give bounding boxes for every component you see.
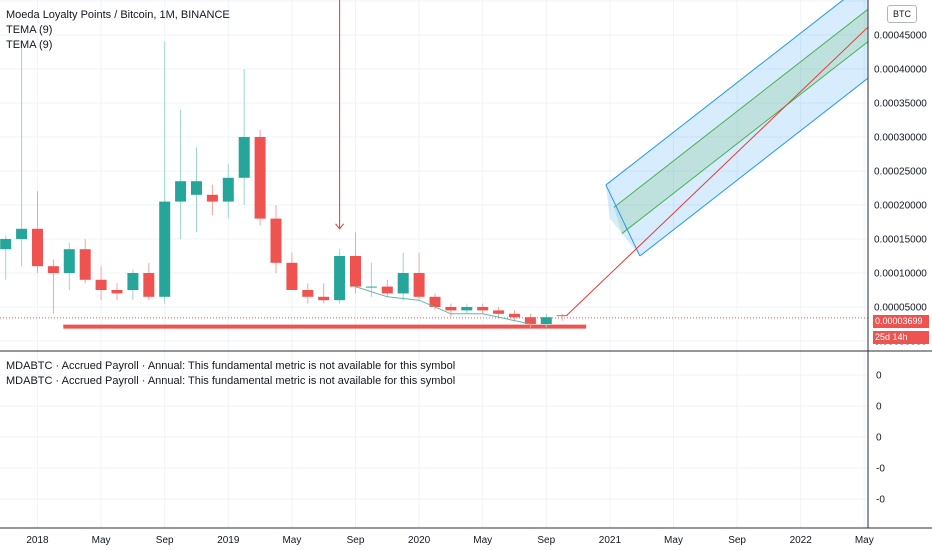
x-tick-label: 2021 (599, 535, 622, 546)
candle-body (524, 317, 536, 324)
countdown-label: 25d 14h (873, 331, 929, 344)
candle-body (79, 249, 91, 280)
channel-fill-upper (605, 0, 881, 219)
y-tick-label: 0.00015000 (874, 235, 927, 246)
x-tick-label: May (92, 535, 111, 546)
candle-body (191, 181, 202, 195)
y-tick-label: 0.00020000 (874, 201, 927, 212)
channel-mid-green-2 (613, 0, 881, 208)
x-tick-label: Sep (728, 535, 746, 546)
x-tick-label: 2022 (790, 535, 813, 546)
channel-lower-line (639, 44, 911, 257)
candle-body (95, 279, 107, 290)
candle-body (63, 249, 75, 273)
time-scale-bg (0, 528, 932, 550)
y-tick-label: 0.00045000 (874, 31, 927, 42)
channel-fill-lower (609, 7, 911, 256)
candle-body (509, 313, 520, 318)
channel-mid-green (621, 22, 893, 234)
lower-axis-label: 0 (876, 433, 882, 444)
arrow-head (335, 223, 344, 230)
candle-body (445, 307, 457, 311)
candle-body (238, 137, 250, 178)
x-tick-label: Sep (156, 535, 174, 546)
candle-body (0, 239, 12, 250)
candle-body (334, 256, 346, 301)
x-tick-label: 2020 (408, 535, 431, 546)
lower-axis-label: 0 (876, 371, 882, 382)
x-tick-label: May (664, 535, 683, 546)
currency-badge[interactable]: BTC (887, 5, 917, 23)
y-tick-label: 0.00035000 (874, 99, 927, 110)
candle-body (540, 317, 552, 324)
y-tick-label: 0.00040000 (874, 65, 927, 76)
lower-pane-legend: MDABTC · Accrued Payroll · Annual: This … (6, 359, 455, 389)
channel-upper-line (605, 0, 844, 186)
candle-body (47, 266, 59, 273)
lower-axis-label: -0 (876, 495, 885, 506)
candle-body (222, 177, 234, 202)
price-scale-bg (868, 0, 932, 550)
candle-body (365, 286, 377, 288)
x-tick-label: May (473, 535, 492, 546)
candle-body (143, 273, 155, 297)
candle-body (111, 290, 123, 294)
x-tick-label: May (855, 535, 874, 546)
indicator-tema-1[interactable]: TEMA (9) (6, 24, 53, 36)
x-tick-label: Sep (537, 535, 555, 546)
candle-body (350, 256, 361, 287)
candle-body (302, 290, 314, 297)
y-tick-label: 0.00010000 (874, 269, 927, 280)
candle-body (206, 194, 218, 202)
y-tick-label: 0.00005000 (874, 303, 927, 314)
projection-line (565, 7, 889, 317)
candle-body (159, 201, 171, 297)
last-price-label: 0.00003699 (873, 315, 929, 328)
indicator-tema-2[interactable]: TEMA (9) (6, 39, 53, 51)
candle-body (381, 286, 393, 294)
candle-body (16, 228, 28, 239)
tema-line (355, 286, 531, 325)
candle-body (270, 218, 282, 263)
x-tick-label: Sep (347, 535, 365, 546)
candle-body (286, 262, 298, 290)
candle-body (493, 310, 505, 314)
candle-body (477, 307, 489, 311)
candle-body (32, 228, 43, 267)
candle-body (413, 273, 425, 297)
channel-start-edge (605, 184, 641, 257)
chart-legend: Moeda Loyalty Points / Bitcoin, 1M, BINA… (6, 8, 230, 53)
symbol-title[interactable]: Moeda Loyalty Points / Bitcoin, 1M, BINA… (6, 9, 230, 21)
fundamental-message-2: MDABTC · Accrued Payroll · Annual: This … (6, 375, 456, 387)
candle-body (397, 273, 409, 294)
y-tick-label: 0.00025000 (874, 167, 927, 178)
candle-body (175, 181, 187, 202)
candle-body (556, 315, 568, 317)
candle-body (127, 273, 139, 290)
candle-body (429, 296, 441, 307)
x-tick-label: 2019 (217, 535, 240, 546)
y-tick-label: 0.00030000 (874, 133, 927, 144)
fundamental-message-1: MDABTC · Accrued Payroll · Annual: This … (6, 360, 456, 372)
lower-axis-label: -0 (876, 464, 885, 475)
candle-body (461, 307, 473, 311)
candle-body (318, 296, 330, 301)
x-tick-label: May (282, 535, 301, 546)
channel-fill-mid (613, 0, 893, 234)
x-tick-label: 2018 (26, 535, 49, 546)
lower-axis-label: 0 (876, 402, 882, 413)
candle-body (254, 137, 266, 219)
